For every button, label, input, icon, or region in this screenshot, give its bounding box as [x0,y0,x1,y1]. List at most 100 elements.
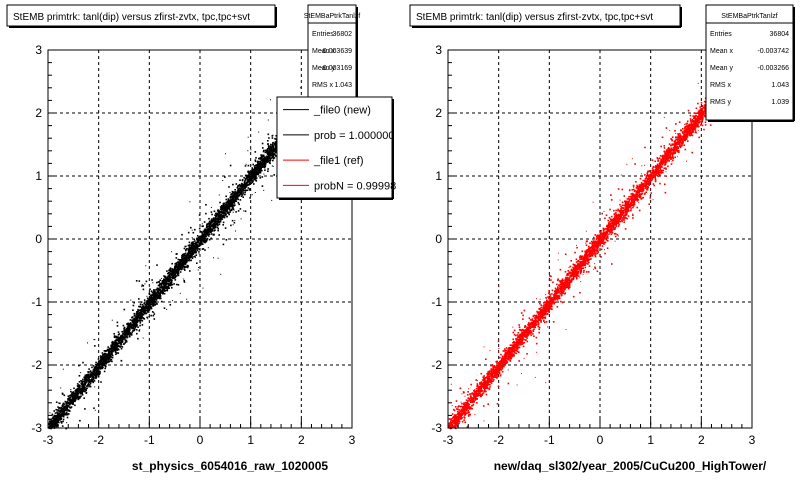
scatter-point [105,357,108,359]
scatter-point [76,395,79,397]
scatter-point [88,375,91,378]
scatter-point [170,281,173,283]
scatter-point [271,150,273,153]
scatter-point [187,231,190,234]
scatter-point [177,272,180,275]
scatter-point [160,290,163,292]
scatter-point [266,160,268,162]
scatter-point [61,410,63,413]
scatter-point [232,211,234,213]
scatter-point [246,176,248,178]
scatter-point [232,204,234,206]
scatter-point [174,269,177,271]
scatter-point [186,258,188,260]
scatter-point [623,219,625,221]
scatter-point [56,414,59,417]
scatter-point [171,279,173,282]
scatter-point [55,419,58,422]
scatter-point [218,194,220,196]
scatter-point [189,244,191,246]
scatter-point [125,339,128,342]
scatter-point [151,303,154,305]
scatter-point [142,337,144,339]
scatter-point [654,169,657,171]
scatter-point [61,420,63,422]
scatter-point [198,251,200,253]
scatter-point [267,133,270,136]
scatter-point [527,322,530,324]
scatter-point [217,229,219,232]
scatter-point [137,313,139,316]
scatter-point [267,140,269,142]
scatter-point [78,390,80,393]
scatter-point [210,206,212,208]
scatter-point [225,195,227,198]
scatter-point [108,353,111,356]
scatter-point [133,329,135,331]
scatter-point [206,228,209,231]
scatter-point [190,254,192,256]
scatter-point [244,179,247,181]
scatter-point [558,294,560,297]
scatter-point [75,396,77,399]
scatter-point [201,231,203,234]
scatter-point [125,340,128,343]
scatter-point [216,221,218,223]
scatter-point [227,200,229,202]
scatter-point [144,310,147,312]
scatter-point [177,274,180,277]
scatter-point [222,211,224,214]
scatter-point [121,330,123,333]
scatter-point [245,184,247,187]
scatter-point [56,411,58,414]
scatter-point [111,319,113,321]
scatter-point [56,419,58,422]
scatter-point [132,323,134,326]
scatter-point [169,283,172,286]
scatter-point [215,215,218,217]
scatter-point [120,343,123,346]
scatter-point [601,234,604,237]
scatter-point [149,294,152,297]
scatter-point [271,135,274,137]
scatter-point [208,217,210,220]
legend: _file0 (new)prob = 1.000000_file1 (ref)p… [276,96,396,200]
scatter-points [48,87,304,430]
scatter-point [111,360,113,363]
scatter-point [267,143,269,145]
scatter-point [273,141,275,143]
stats-value: 36802 [333,31,353,38]
scatter-point [129,319,132,321]
scatter-point [203,233,206,235]
scatter-point [208,235,210,237]
scatter-point [106,357,109,359]
scatter-point [138,280,141,282]
scatter-point [163,281,166,283]
scatter-point [128,327,130,330]
scatter-point [208,229,210,232]
scatter-point [181,257,183,259]
stats-name: StEMBaPtrkTanlzf [304,13,360,20]
scatter-point [71,394,73,396]
scatter-point [162,291,164,293]
scatter-point [135,329,138,331]
scatter-point [257,163,259,166]
scatter-point [54,422,56,425]
scatter-point [164,286,167,289]
scatter-point [119,337,121,339]
scatter-point [236,190,239,192]
scatter-point [232,183,234,186]
scatter-point [249,197,251,199]
scatter-point [142,317,144,319]
scatter-point [185,260,187,263]
scatter-point [248,175,251,178]
scatter-point [244,165,247,167]
scatter-point [228,186,230,188]
scatter-point [53,419,56,421]
scatter-point [168,272,170,274]
scatter-point [95,375,98,378]
scatter-point [267,158,269,160]
scatter-point [205,204,207,206]
scatter-point [139,310,142,312]
